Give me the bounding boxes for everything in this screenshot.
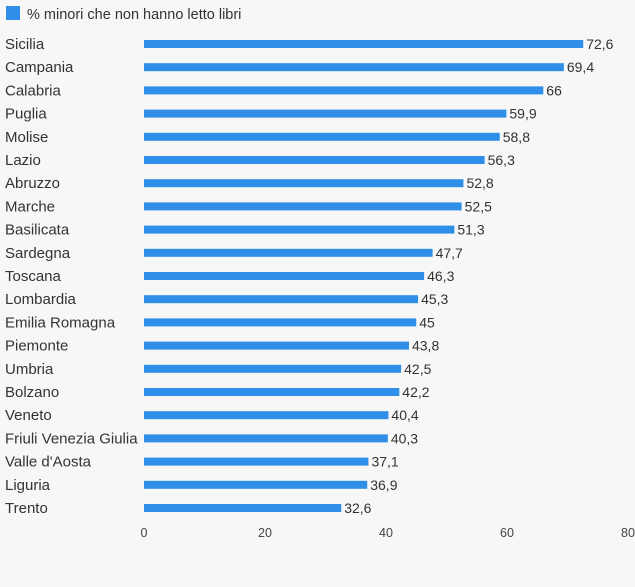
value-label: 52,8 <box>466 175 493 191</box>
value-label: 52,5 <box>465 198 492 214</box>
bar <box>144 295 419 304</box>
category-label: Marche <box>5 198 55 215</box>
value-label: 66 <box>546 82 562 98</box>
category-label: Basilicata <box>5 222 70 239</box>
bar <box>144 63 564 72</box>
category-label: Toscana <box>5 268 62 285</box>
bar <box>144 388 400 396</box>
category-label: Trento <box>5 500 48 517</box>
bars-layer: Sicilia 72,6 Campania 69,4 Calabria 66 Puglia 5… <box>5 36 614 517</box>
bar <box>144 40 584 48</box>
category-label: Calabria <box>5 82 62 99</box>
category-label: Umbria <box>5 361 54 378</box>
bar <box>144 202 462 211</box>
category-label: Lazio <box>5 152 41 169</box>
category-label: Emilia Romagna <box>5 314 116 331</box>
bar <box>144 156 485 164</box>
x-tick-label: 40 <box>379 526 393 540</box>
x-tick-label: 80 <box>621 526 635 540</box>
category-label: Sardegna <box>5 245 71 262</box>
bar <box>144 364 402 373</box>
x-tick-label: 60 <box>500 526 514 540</box>
bar <box>144 272 425 280</box>
value-label: 69,4 <box>567 59 594 75</box>
bar <box>144 179 464 188</box>
legend-swatch <box>6 6 20 20</box>
x-axis: 0 20 40 60 80 <box>141 526 635 540</box>
legend: % minori che non hanno letto libri <box>6 6 241 23</box>
category-label: Friuli Venezia Giulia <box>5 430 138 447</box>
bar <box>144 434 388 443</box>
value-label: 40,4 <box>391 407 418 423</box>
bar <box>144 341 409 350</box>
value-label: 56,3 <box>488 152 515 168</box>
bar <box>144 225 455 234</box>
value-label: 58,8 <box>503 129 530 145</box>
bar <box>144 411 389 420</box>
bar <box>144 248 433 257</box>
value-label: 40,3 <box>391 430 418 446</box>
category-label: Abruzzo <box>5 175 60 192</box>
bar <box>144 480 368 489</box>
bar <box>144 318 417 327</box>
value-label: 47,7 <box>436 245 463 261</box>
x-tick-label: 20 <box>258 526 272 540</box>
value-label: 45 <box>419 314 435 330</box>
category-label: Liguria <box>5 477 51 494</box>
bar <box>144 457 369 466</box>
value-label: 45,3 <box>421 291 448 307</box>
category-label: Piemonte <box>5 338 68 355</box>
legend-label: % minori che non hanno letto libri <box>27 7 241 23</box>
category-label: Lombardia <box>5 291 77 308</box>
value-label: 32,6 <box>344 500 371 516</box>
bar <box>144 86 544 95</box>
value-label: 51,3 <box>457 222 484 238</box>
category-label: Veneto <box>5 407 52 424</box>
category-label: Campania <box>5 59 74 76</box>
bar <box>144 109 507 118</box>
category-label: Bolzano <box>5 384 59 401</box>
x-tick-label: 0 <box>141 526 148 540</box>
category-label: Sicilia <box>5 36 45 53</box>
bar <box>144 132 500 141</box>
category-label: Molise <box>5 129 48 146</box>
category-label: Puglia <box>5 106 47 123</box>
value-label: 72,6 <box>586 36 613 52</box>
value-label: 46,3 <box>427 268 454 284</box>
value-label: 37,1 <box>371 454 398 470</box>
value-label: 42,2 <box>402 384 429 400</box>
value-label: 43,8 <box>412 338 439 354</box>
value-label: 59,9 <box>509 106 536 122</box>
category-label: Valle d'Aosta <box>5 454 92 471</box>
value-label: 36,9 <box>370 477 397 493</box>
value-label: 42,5 <box>404 361 431 377</box>
bar <box>144 504 342 512</box>
